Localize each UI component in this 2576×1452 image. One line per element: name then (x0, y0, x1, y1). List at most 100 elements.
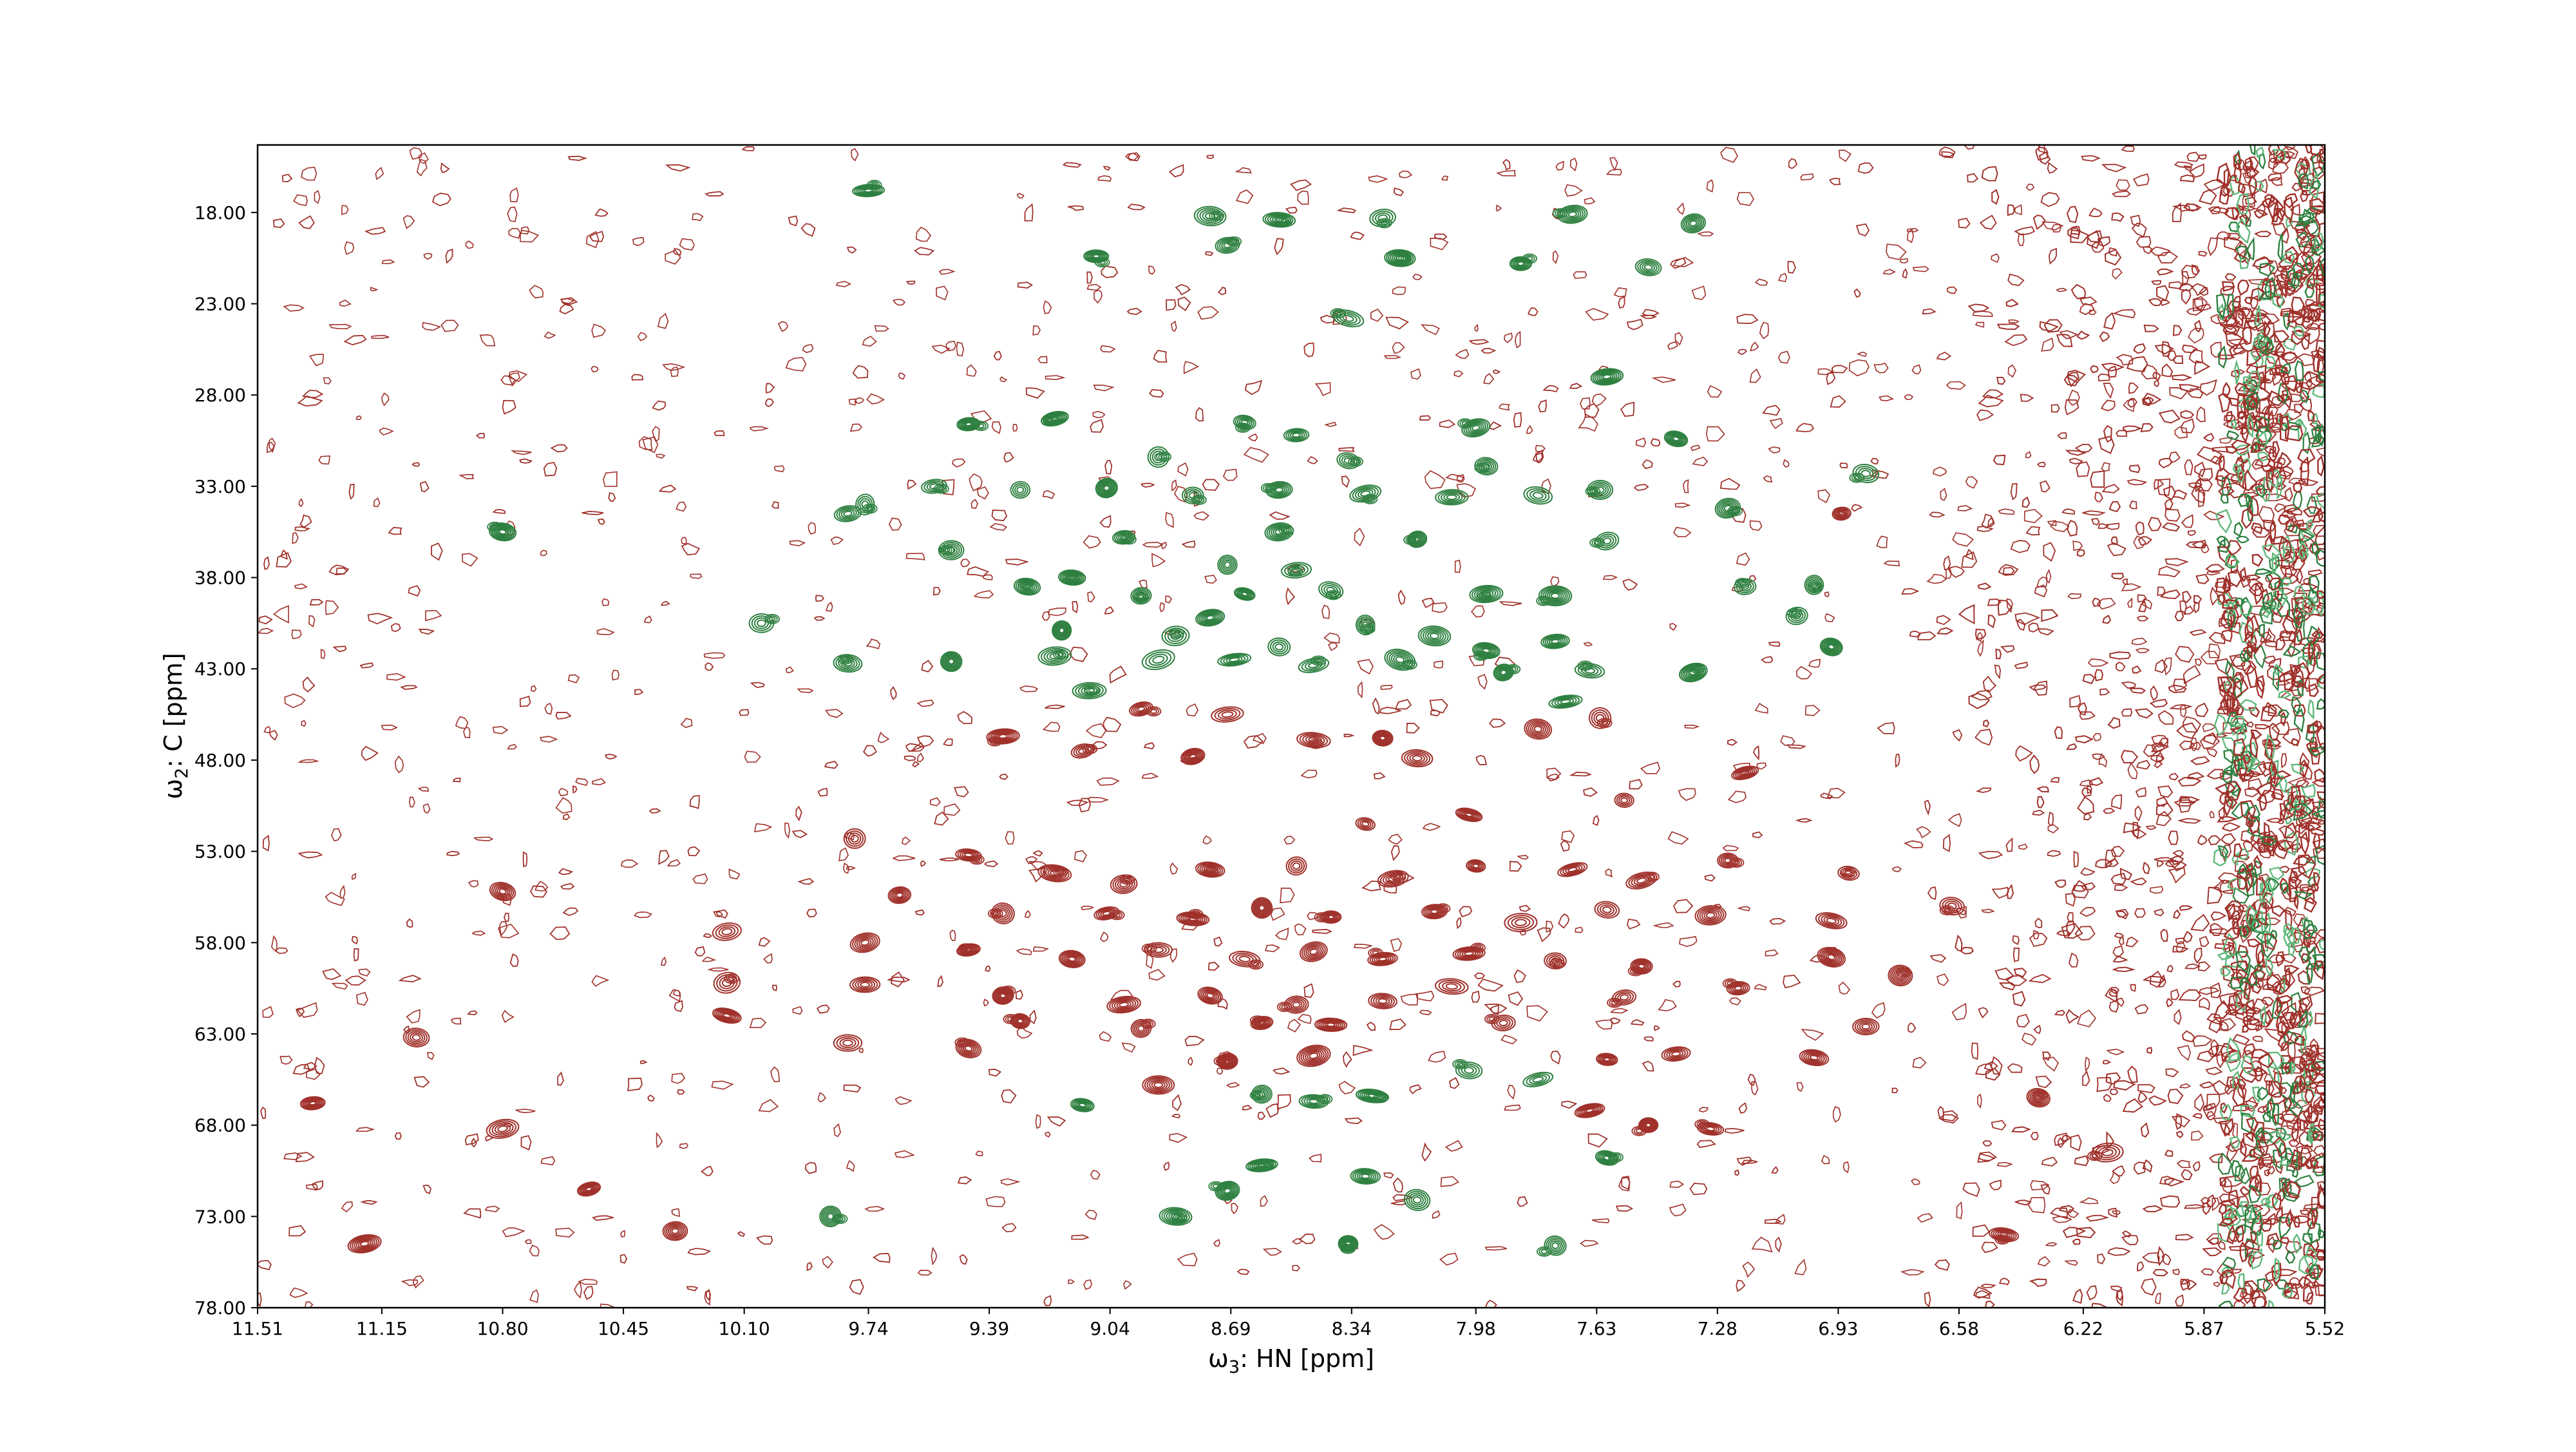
noise-contour (430, 542, 443, 561)
noise-contour (2131, 638, 2148, 645)
contour-level (1092, 254, 1100, 259)
noise-contour (2228, 1245, 2253, 1251)
noise-contour (2107, 717, 2121, 729)
noise-contour (1642, 1060, 1654, 1072)
noise-contour (2315, 1285, 2325, 1296)
noise-contour (1552, 250, 1559, 264)
noise-contour (2137, 1261, 2145, 1272)
noise-contour (1097, 175, 1112, 182)
noise-contour (2086, 1285, 2098, 1301)
noise-contour (1283, 836, 1296, 845)
noise-contour (2208, 206, 2221, 215)
noise-contour (2073, 880, 2087, 892)
noise-contour (1328, 642, 1338, 651)
noise-contour (800, 223, 816, 237)
noise-contour (562, 813, 571, 820)
noise-contour (1696, 1140, 1716, 1149)
noise-contour (647, 1094, 655, 1102)
noise-contour (1653, 1025, 1660, 1031)
noise-contour (2296, 568, 2303, 585)
noise-contour (2076, 1009, 2097, 1027)
noise-contour (416, 158, 428, 177)
noise-contour (2098, 435, 2115, 454)
noise-contour (2035, 1075, 2052, 1089)
noise-contour (1821, 1154, 1830, 1165)
noise-contour (2064, 1260, 2079, 1266)
noise-contour (2122, 1098, 2143, 1113)
noise-contour (1620, 401, 1635, 417)
noise-contour (1373, 772, 1386, 779)
noise-contour (852, 365, 869, 379)
noise-contour (2028, 1197, 2046, 1214)
noise-contour (2176, 722, 2198, 740)
noise-contour (2106, 522, 2120, 530)
noise-contour (2107, 365, 2117, 378)
noise-contour (2082, 674, 2096, 685)
noise-contour (567, 674, 580, 683)
noise-contour (2007, 1063, 2023, 1073)
noise-contour (2150, 685, 2158, 702)
noise-contour (2042, 1056, 2060, 1072)
noise-contour (2072, 540, 2083, 551)
noise-contour (1561, 1100, 1578, 1109)
negative-peak (1552, 204, 1588, 224)
noise-contour (999, 773, 1009, 780)
noise-contour (1786, 744, 1806, 749)
noise-contour (591, 365, 599, 373)
noise-contour (2316, 676, 2325, 690)
noise-contour (1103, 716, 1122, 732)
noise-contour (1086, 271, 1093, 284)
noise-contour (2168, 772, 2179, 781)
noise-contour (1583, 642, 1593, 647)
noise-contour (2101, 363, 2125, 372)
noise-contour (583, 1286, 594, 1300)
noise-contour (934, 811, 949, 826)
noise-contour (1247, 433, 1258, 442)
noise-contour (2014, 612, 2041, 626)
noise-contour (2316, 929, 2325, 939)
noise-contour (706, 967, 729, 972)
noise-contour (1725, 1128, 1745, 1134)
noise-contour (914, 247, 935, 256)
noise-contour (1956, 1201, 1963, 1219)
noise-contour (1165, 511, 1174, 528)
negative-peak (1336, 452, 1364, 470)
noise-contour (2109, 1088, 2119, 1096)
noise-contour (1066, 799, 1089, 807)
noise-contour (639, 1060, 648, 1064)
noise-contour (1759, 321, 1769, 339)
noise-contour (2133, 535, 2146, 549)
noise-contour (1929, 511, 1946, 518)
noise-contour (1104, 459, 1113, 475)
noise-contour (574, 1281, 582, 1299)
noise-contour (258, 1292, 262, 1307)
noise-contour (1587, 1133, 1608, 1148)
noise-contour (1202, 479, 1220, 491)
noise-contour (2103, 1094, 2112, 1102)
noise-contour (2179, 703, 2187, 718)
noise-contour (2194, 461, 2206, 477)
noise-contour (2156, 860, 2164, 868)
noise-contour (905, 553, 925, 560)
noise-contour (2219, 879, 2233, 894)
noise-contour (2189, 629, 2207, 636)
noise-contour (1672, 256, 1694, 267)
noise-contour (2114, 884, 2128, 892)
noise-contour (2070, 1134, 2082, 1151)
noise-contour (2057, 432, 2067, 439)
noise-contour (681, 542, 700, 556)
noise-contour (1504, 1104, 1521, 1111)
noise-contour (293, 194, 308, 206)
noise-contour (2037, 628, 2054, 636)
noise-contour (1938, 1114, 1960, 1123)
noise-contour (737, 1231, 746, 1237)
noise-contour (440, 320, 459, 332)
noise-contour (2128, 687, 2146, 694)
noise-contour (2260, 404, 2278, 417)
noise-contour (2141, 1278, 2157, 1296)
noise-contour (1972, 310, 1993, 318)
noise-contour (2016, 618, 2026, 631)
noise-contour (2313, 524, 2325, 537)
noise-contour (1163, 1161, 1170, 1171)
noise-contour (2142, 392, 2162, 405)
